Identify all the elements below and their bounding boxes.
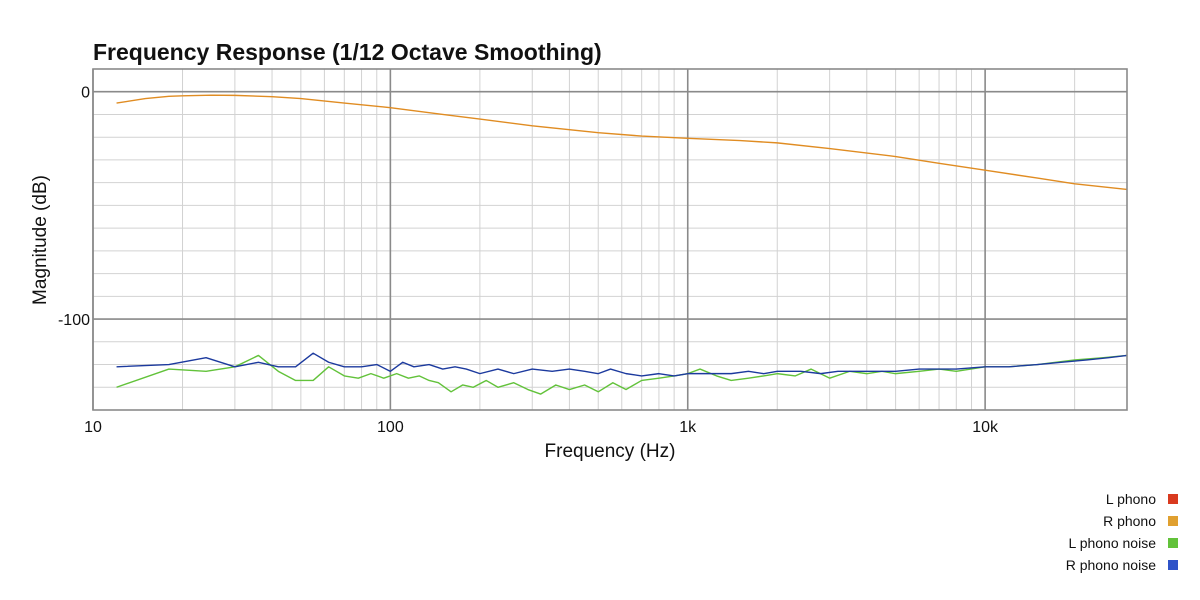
legend-label-l-phono: L phono	[1105, 491, 1156, 507]
series-layer	[116, 94, 1128, 395]
legend: L phono R phono L phono noise R phono no…	[1066, 488, 1178, 576]
x-tick-label: 1k	[679, 419, 697, 436]
series-line-r-phono	[116, 94, 1128, 191]
x-tick-label: 10	[84, 419, 102, 436]
legend-item-r-phono-noise[interactable]: R phono noise	[1066, 554, 1178, 576]
chart-title: Frequency Response (1/12 Octave Smoothin…	[93, 39, 602, 65]
legend-item-r-phono[interactable]: R phono	[1066, 510, 1178, 532]
x-tick-labels: 10 100 1k 10k	[84, 419, 999, 436]
legend-label-r-phono: R phono	[1103, 513, 1156, 529]
x-tick-label: 100	[377, 419, 404, 436]
series-line-r-phono-noise	[116, 352, 1128, 377]
legend-swatch-l-phono	[1168, 494, 1178, 504]
legend-label-r-phono-noise: R phono noise	[1065, 557, 1156, 573]
plot-area	[93, 69, 1127, 410]
legend-item-l-phono-noise[interactable]: L phono noise	[1066, 532, 1178, 554]
legend-swatch-r-phono-noise	[1168, 560, 1178, 570]
y-tick-label: 0	[81, 85, 90, 102]
y-axis-label: Magnitude (dB)	[30, 175, 51, 305]
x-tick-label: 10k	[972, 419, 999, 436]
series-line-l-phono-noise	[116, 354, 1128, 395]
legend-label-l-phono-noise: L phono noise	[1068, 535, 1156, 551]
legend-item-l-phono[interactable]: L phono	[1066, 488, 1178, 510]
plot-frame	[92, 68, 1128, 411]
y-tick-label: -100	[58, 312, 90, 329]
y-tick-labels: 0 -100	[58, 85, 90, 329]
legend-swatch-l-phono-noise	[1168, 538, 1178, 548]
legend-swatch-r-phono	[1168, 516, 1178, 526]
x-axis-label: Frequency (Hz)	[545, 441, 676, 462]
